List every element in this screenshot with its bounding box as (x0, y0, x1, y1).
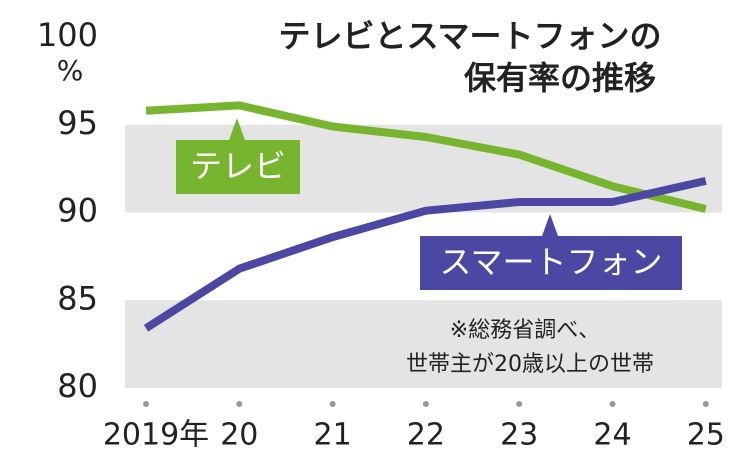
x-tick-dot (609, 401, 616, 407)
series-line (143, 176, 707, 332)
x-tick-label: 24 (593, 418, 631, 453)
y-tick-label: 95 (57, 104, 98, 142)
x-tick-label: 22 (407, 418, 445, 453)
x-tick-dot (702, 401, 709, 407)
chart-title: テレビとスマートフォンの (278, 17, 661, 55)
legend-box (420, 214, 682, 290)
x-tick-dot (516, 401, 523, 407)
band (125, 300, 722, 388)
y-unit: % (57, 54, 84, 87)
legend-box (176, 118, 300, 194)
x-tick-label: 23 (500, 418, 538, 453)
series-line (145, 101, 707, 213)
note: ※総務省調べ、 (450, 318, 600, 343)
x-tick-label: 2019年 (103, 418, 209, 453)
x-tick-label: 21 (314, 418, 352, 453)
y-tick-label: 80 (57, 367, 98, 405)
legend-label: スマートフォン (439, 243, 662, 281)
note: 世帯主が20歳以上の世帯 (406, 352, 654, 377)
x-tick-dot (236, 401, 243, 407)
y-tick-label: 100 (37, 16, 98, 54)
x-tick-label: 25 (687, 418, 725, 453)
x-tick-dot (143, 401, 149, 407)
legend-label: テレビ (190, 147, 286, 185)
y-tick-label: 85 (57, 279, 98, 317)
x-tick-dot (329, 401, 336, 407)
x-tick-label: 20 (220, 418, 258, 453)
y-tick-label: 90 (57, 192, 98, 230)
x-tick-dot (422, 401, 429, 407)
chart-title: 保有率の推移 (464, 59, 656, 97)
